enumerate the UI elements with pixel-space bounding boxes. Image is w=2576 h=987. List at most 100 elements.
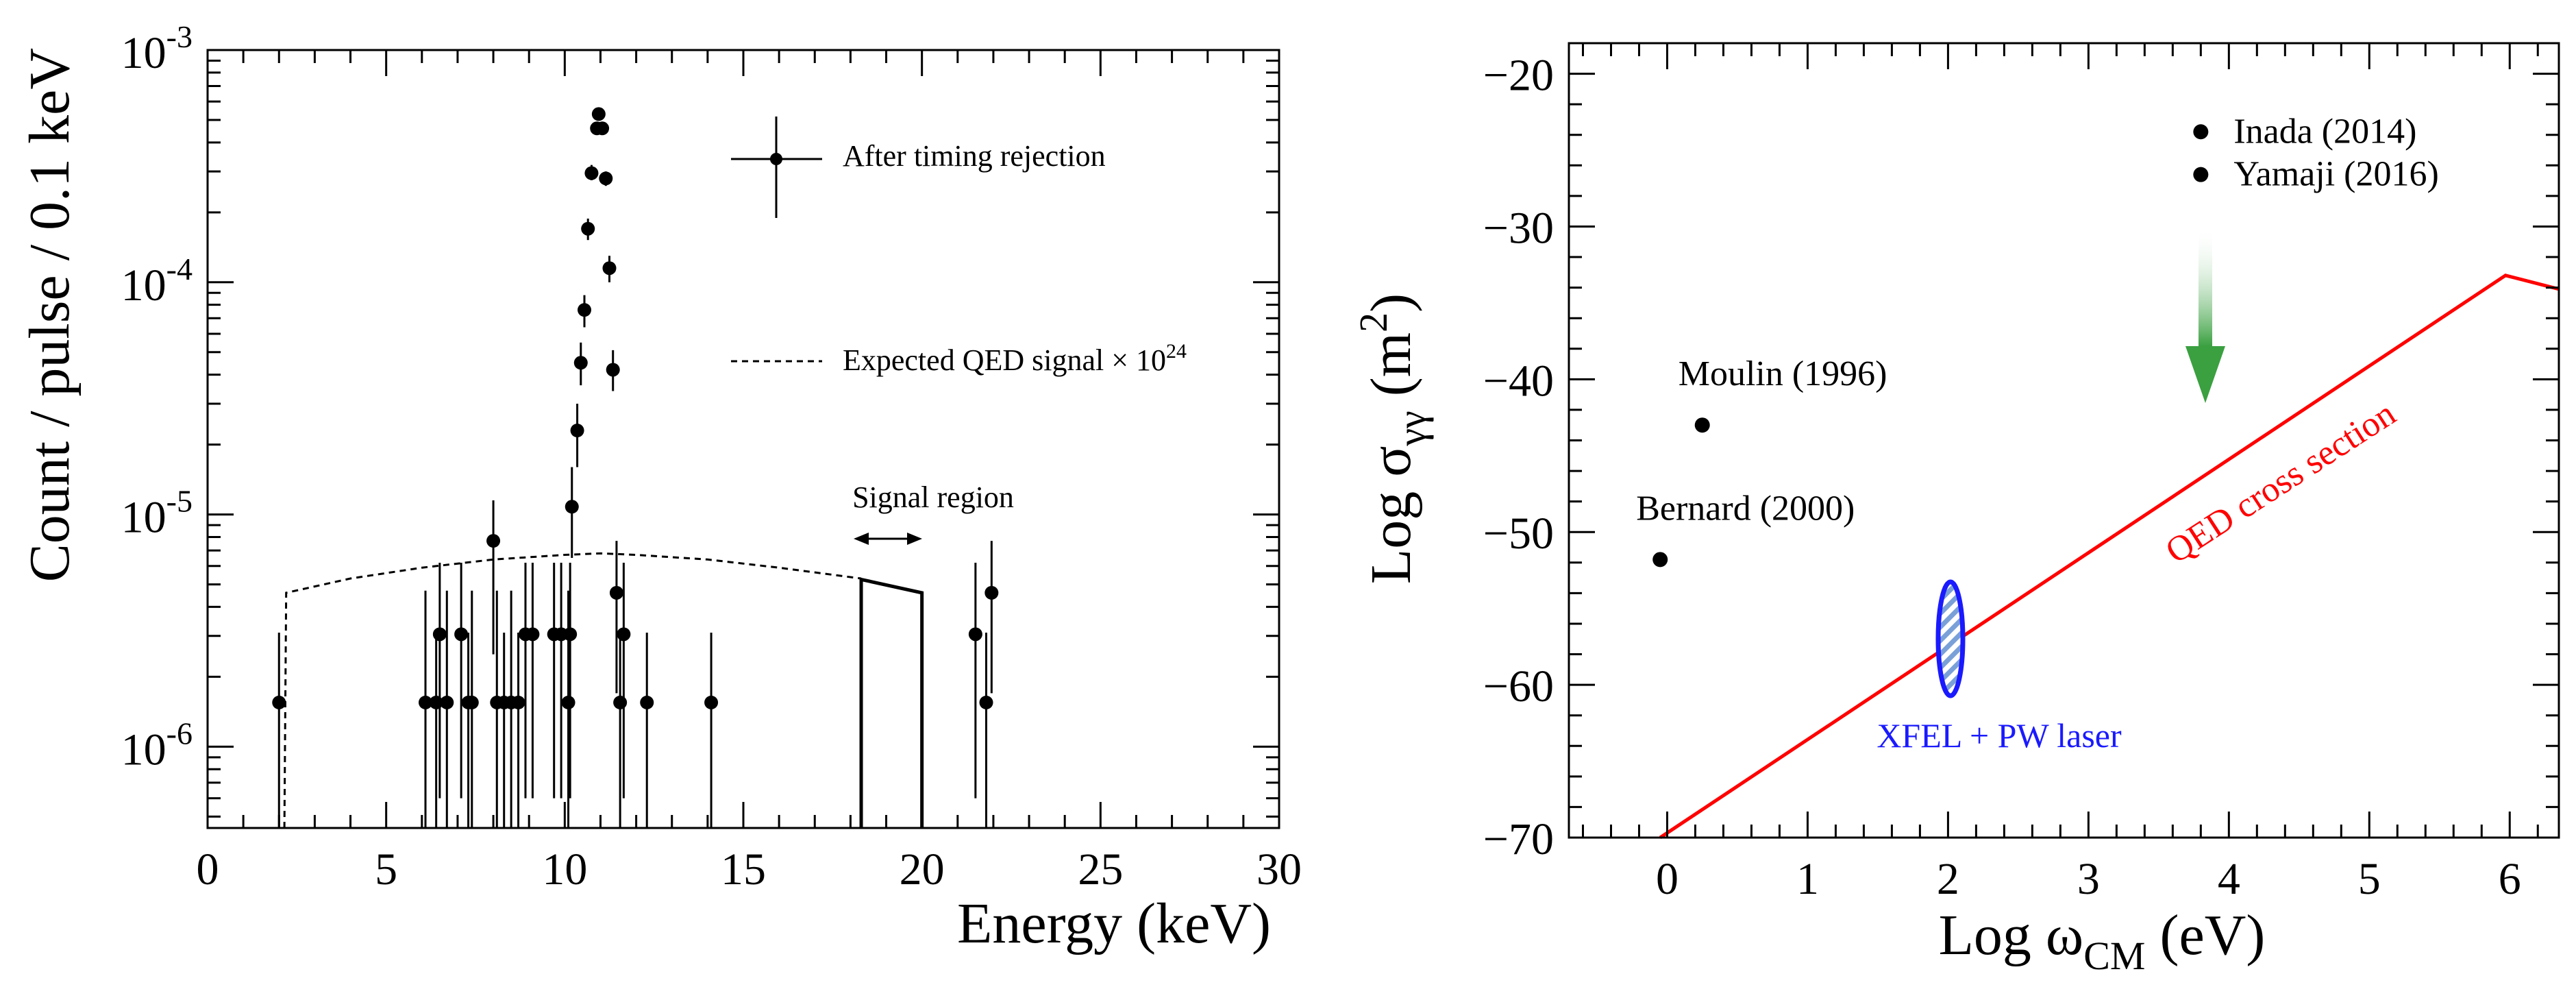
left-x-tick-label: 10 <box>542 844 587 894</box>
data-point <box>979 632 993 828</box>
legend-entry-qed-main: Expected QED signal × 10 <box>843 343 1166 377</box>
data-point <box>490 590 504 828</box>
data-point <box>465 590 479 828</box>
data-marker <box>599 171 613 186</box>
data-marker <box>440 695 454 709</box>
right-x-tick-label: 3 <box>2077 854 2100 904</box>
data-point <box>486 500 501 655</box>
signal-region-histogram <box>859 577 924 828</box>
left-axis-ticks <box>206 49 1280 828</box>
left-x-tick-label: 15 <box>721 844 766 894</box>
left-curves <box>283 552 924 829</box>
data-marker <box>561 695 575 709</box>
right-x-tick-label: 0 <box>1656 854 1679 904</box>
legend-entry-qed: Expected QED signal × 1024 <box>843 340 1187 377</box>
right-data-points: Moulin (1996) Bernard (2000) Inada (2014) Y… <box>1636 112 2439 568</box>
data-point <box>570 403 584 467</box>
legend-marker-dot <box>770 153 782 165</box>
right-chart-panel: 0 1 2 3 4 5 6 −20 −30 −40 −50 −60 −70 Moulin (1996) B… <box>1351 42 2560 978</box>
left-x-tick-label: 0 <box>197 844 219 894</box>
data-point <box>561 590 575 828</box>
data-marker <box>486 534 501 548</box>
data-point <box>272 632 286 828</box>
left-y-tick-label: 10-6 <box>121 716 193 775</box>
data-marker <box>454 627 469 642</box>
right-x-label-tail: (eV) <box>2145 903 2265 967</box>
right-y-label-sub: γγ <box>1389 411 1434 446</box>
data-marker <box>640 695 654 709</box>
right-x-axis-label: Log ωCM (eV) <box>1939 903 2266 978</box>
right-y-tick-label: −20 <box>1483 51 1554 101</box>
data-point <box>511 632 525 828</box>
data-point <box>525 562 540 799</box>
data-point <box>454 562 469 799</box>
green-arrow <box>2185 226 2225 403</box>
left-data-markers <box>272 107 999 828</box>
right-x-label-main: Log ω <box>1939 903 2084 967</box>
data-point <box>573 342 588 386</box>
experiment-marker <box>1652 552 1668 568</box>
data-marker <box>584 166 599 180</box>
data-marker <box>595 121 610 136</box>
legend-entry-qed-sup: 24 <box>1166 340 1187 363</box>
data-marker <box>419 695 433 709</box>
data-marker <box>581 221 595 236</box>
data-point <box>440 590 454 828</box>
data-point <box>609 541 623 694</box>
data-point <box>504 590 519 828</box>
data-point <box>461 632 475 828</box>
experiment-label: Inada (2014) <box>2233 112 2416 151</box>
data-marker <box>573 356 588 370</box>
experiment-marker <box>1694 417 1710 433</box>
right-axis-ticks <box>1569 42 2559 839</box>
expected-qed-signal-curve <box>283 552 862 829</box>
data-marker <box>525 627 540 642</box>
left-chart-panel: 0 5 10 15 20 25 30 10-6 10-5 10-4 10-3 Energy (keV… <box>18 19 1302 955</box>
experiment-point: Moulin (1996) <box>1679 354 1887 433</box>
signal-region-arrow <box>854 533 922 545</box>
data-marker <box>602 261 617 276</box>
data-point <box>554 562 569 799</box>
left-x-tick-label: 5 <box>375 844 397 894</box>
data-point <box>419 590 433 828</box>
experiment-label: Moulin (1996) <box>1679 354 1887 393</box>
right-y-label-sup: 2 <box>1351 313 1396 332</box>
right-y-tick-label: −50 <box>1483 509 1554 559</box>
right-tick-labels: 0 1 2 3 4 5 6 −20 −30 −40 −50 −60 −70 <box>1483 51 2521 904</box>
data-point <box>518 562 532 799</box>
data-point <box>563 562 578 799</box>
right-x-tick-label: 1 <box>1796 854 1819 904</box>
right-y-tick-label: −40 <box>1483 356 1554 406</box>
signal-region-label: Signal region <box>852 480 1014 514</box>
data-marker <box>591 107 606 121</box>
left-plot-frame <box>206 49 1280 829</box>
data-marker <box>984 585 999 600</box>
left-x-axis-label: Energy (keV) <box>957 892 1271 955</box>
data-point <box>429 632 443 828</box>
data-marker <box>979 695 993 709</box>
data-point <box>599 171 613 186</box>
left-tick-labels: 0 5 10 15 20 25 30 10-6 10-5 10-4 10-3 <box>121 19 1302 894</box>
right-y-label-tail: ) <box>1359 293 1423 313</box>
right-x-tick-label: 5 <box>2358 854 2381 904</box>
data-marker <box>609 585 623 600</box>
data-point <box>617 562 631 799</box>
data-marker <box>578 303 592 317</box>
left-y-axis-label: Count / pulse / 0.1 keV <box>18 48 82 582</box>
right-y-tick-label: −30 <box>1483 203 1554 253</box>
right-x-tick-label: 4 <box>2218 854 2240 904</box>
data-point <box>613 632 628 828</box>
data-point <box>581 218 595 241</box>
left-x-tick-label: 30 <box>1256 844 1302 894</box>
experiment-marker <box>2193 167 2209 182</box>
right-x-tick-label: 2 <box>1937 854 1959 904</box>
data-marker <box>570 424 584 438</box>
data-point <box>497 632 511 828</box>
right-y-tick-label: −60 <box>1483 661 1554 711</box>
data-point <box>640 632 654 828</box>
experiment-point: Bernard (2000) <box>1636 489 1855 568</box>
right-x-label-sub: CM <box>2083 934 2145 978</box>
xfel-pw-ellipse <box>1935 579 1966 698</box>
data-marker <box>617 627 631 642</box>
